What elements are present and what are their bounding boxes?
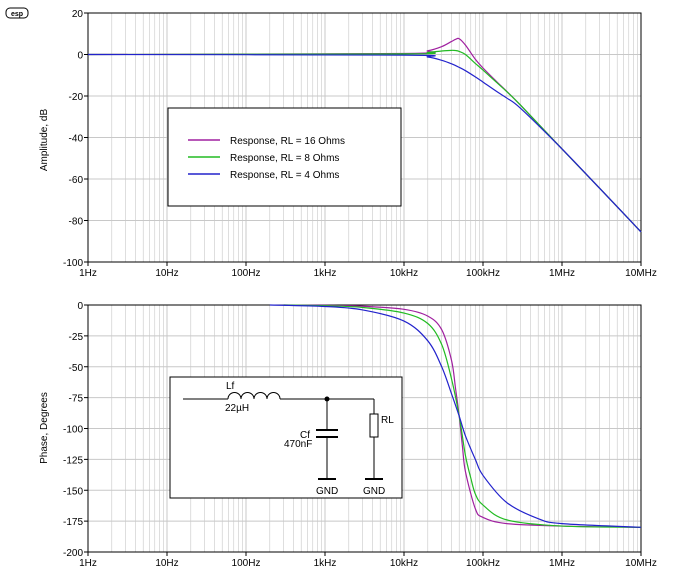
amplitude-line-rl4 [87,53,642,233]
phase-y-tick-label: 0 [77,301,83,312]
amplitude-y-tick-label: -60 [69,175,84,186]
phase-y-tick-label: -200 [63,548,83,559]
capacitor-ref: Cf [300,430,310,441]
phase-y-tick-label: -150 [63,486,83,497]
amplitude-x-tick-label: 100kHz [466,268,500,279]
phase-x-tick-label: 1MHz [549,558,575,569]
phase-y-tick-label: -100 [63,425,83,436]
resistor-ref: RL [381,415,394,426]
legend-label-rl4: Response, RL = 4 Ohms [230,170,339,181]
phase-x-tick-label: 1kHz [314,558,337,569]
phase-x-tick-label: 10Hz [155,558,178,569]
phase-x-tick-label: 100Hz [232,558,261,569]
amplitude-x-tick-label: 10kHz [390,268,418,279]
amplitude-y-tick-label: 0 [77,51,83,62]
legend-label-rl8: Response, RL = 8 Ohms [230,153,339,164]
phase-y-axis: 0 -25 -50 -75 -100 -125 -150 -175 -200 [63,301,88,559]
amplitude-y-tick-label: -20 [69,92,84,103]
amplitude-line-rl8 [87,49,642,233]
phase-x-axis: 1Hz 10Hz 100Hz 1kHz 10kHz 100kHz 1MHz 10MHz [79,552,657,569]
amplitude-x-tick-label: 1kHz [314,268,337,279]
amplitude-ylabel: Amplitude, dB [39,109,50,172]
phase-x-tick-label: 1Hz [79,558,97,569]
legend-label-rl16: Response, RL = 16 Ohms [230,136,345,147]
inductor-symbol [227,392,281,400]
ground-label-1: GND [316,486,338,497]
amplitude-x-tick-label: 1MHz [549,268,575,279]
phase-y-tick-label: -125 [63,455,83,466]
amplitude-y-tick-label: -80 [69,217,84,228]
phase-y-tick-label: -75 [69,394,84,405]
phase-x-tick-label: 10MHz [625,558,657,569]
amplitude-y-tick-label: -40 [69,134,84,145]
phase-y-tick-label: -25 [69,332,84,343]
resistor-symbol [369,413,379,438]
filter-schematic: Lf 22µH Cf 470nF GND RL GND [169,376,403,499]
schematic-box [169,376,403,499]
inductor-ref: Lf [226,381,235,392]
phase-x-tick-label: 100kHz [466,558,500,569]
phase-line-rl16 [283,304,642,528]
amplitude-x-axis: 1Hz 10Hz 100Hz 1kHz 10kHz 100kHz 1MHz 10MHz [79,262,657,279]
legend: Response, RL = 16 Ohms Response, RL = 8 … [167,107,402,207]
esp-logo-text: esp [11,11,23,18]
amplitude-x-tick-label: 1Hz [79,268,97,279]
amplitude-y-tick-label: -100 [63,258,83,269]
esp-logo: esp [5,7,29,19]
amplitude-y-tick-label: 20 [72,9,84,20]
capacitor-value: 470nF [284,439,312,450]
phase-x-tick-label: 10kHz [390,558,418,569]
phase-ylabel: Phase, Degrees [39,392,50,464]
amplitude-series [87,37,642,233]
amplitude-x-tick-label: 100Hz [232,268,261,279]
amplitude-y-axis: 20 0 -20 -40 -60 -80 -100 [63,9,88,269]
amplitude-x-tick-label: 10MHz [625,268,657,279]
amplitude-x-tick-label: 10Hz [155,268,178,279]
inductor-value: 22µH [225,403,249,414]
phase-y-tick-label: -175 [63,517,83,528]
phase-series [269,304,642,528]
ground-label-2: GND [363,486,385,497]
phase-line-rl4 [269,304,642,528]
phase-y-tick-label: -50 [69,363,84,374]
